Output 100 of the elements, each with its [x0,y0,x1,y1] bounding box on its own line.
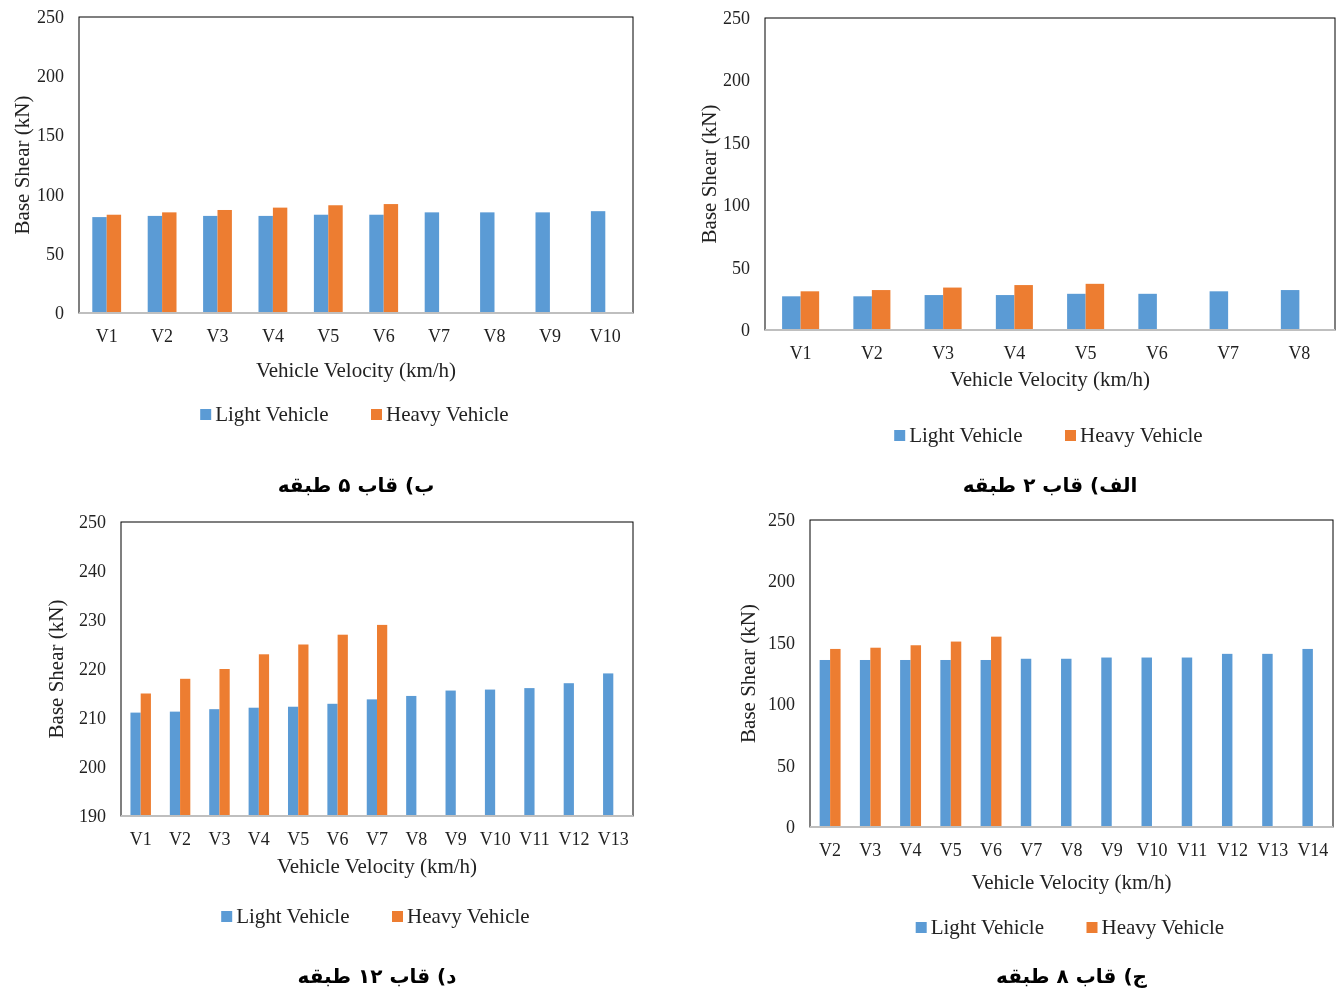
x-tick-label: V8 [1288,343,1311,363]
y-tick-label: 100 [37,184,64,205]
x-tick-label: V13 [597,829,629,849]
bar [1262,653,1273,827]
y-tick-label: 200 [768,571,795,592]
x-tick-label: V1 [129,829,152,849]
x-tick-label: V8 [1060,840,1083,860]
legend-label: Heavy Vehicle [1080,423,1203,447]
legend-label: Heavy Vehicle [1101,915,1225,939]
y-tick-label: 0 [786,817,795,837]
text: ج) قاب ۸ طبقه [996,964,1148,988]
bar [1221,653,1233,827]
x-tick-label: V4 [261,326,284,346]
x-tick-label: V4 [247,829,270,849]
y-tick-label: 200 [79,757,106,777]
legend-label: Light Vehicle [909,423,1023,447]
x-tick-label: V2 [860,343,883,363]
bar [1280,290,1300,330]
bar [1302,648,1313,827]
x-tick-label: V6 [326,829,349,849]
bar [1085,283,1105,330]
bar [1141,657,1152,827]
y-tick-label: 250 [37,7,64,27]
y-tick-label: 240 [79,561,106,581]
legend-label: Light Vehicle [236,904,350,928]
x-tick-label: V6 [980,840,1003,860]
y-axis-title: Base Shear (kN) [736,604,760,743]
y-tick-label: 150 [723,132,750,153]
bar [900,659,911,827]
text: د) قاب ۱۲ طبقه [297,964,457,988]
x-tick-label: V8 [483,326,506,346]
text: الف) قاب ۲ طبقه [962,473,1138,497]
text: ب) قاب ۵ طبقه [277,473,435,497]
bar [871,290,891,330]
bar [943,287,962,330]
x-tick-label: V7 [366,829,388,849]
legend-label: Heavy Vehicle [386,402,509,426]
x-tick-label: V7 [428,326,451,346]
bar [853,296,872,330]
y-tick-label: 230 [79,610,106,630]
y-tick-label: 50 [732,257,750,278]
x-tick-label: V2 [169,829,192,849]
y-tick-label: 250 [723,8,750,28]
x-tick-label: V9 [538,326,561,346]
x-tick-label: V7 [1020,840,1043,860]
x-tick-label: V6 [372,326,395,346]
y-tick-label: 150 [768,632,795,653]
bar [1067,293,1086,330]
bar [1101,657,1112,827]
bar [819,659,831,827]
x-tick-label: V5 [317,326,340,346]
bar [870,647,881,827]
y-tick-label: 100 [768,694,795,715]
bar [940,659,951,827]
bar [782,296,801,330]
x-tick-label: V10 [1136,840,1168,860]
y-tick-label: 200 [723,70,750,91]
x-tick-label: V3 [859,840,882,860]
bar [1061,658,1072,827]
y-tick-label: 200 [37,66,64,87]
x-tick-label: V14 [1297,840,1329,860]
y-axis-title: Base Shear (kN) [697,104,721,244]
legend-label: Heavy Vehicle [407,904,530,928]
x-tick-label: V12 [1216,840,1248,860]
y-tick-label: 210 [79,708,106,728]
y-tick-label: 250 [768,510,795,530]
x-tick-label: V8 [405,829,428,849]
bar [924,295,944,330]
x-tick-label: V4 [1003,343,1026,363]
x-axis-title: Vehicle Velocity (km/h) [971,870,1172,894]
x-tick-label: V1 [95,326,118,346]
y-tick-label: 100 [723,195,750,216]
bar [991,636,1002,827]
x-tick-label: V3 [932,343,955,363]
y-tick-label: 50 [46,243,64,264]
x-tick-label: V9 [1100,840,1123,860]
x-tick-label: V5 [287,829,310,849]
bar [800,291,820,330]
y-tick-label: 150 [37,125,64,146]
x-tick-label: V3 [208,829,231,849]
x-tick-label: V13 [1257,840,1289,860]
y-axis-title: Base Shear (kN) [10,95,34,235]
x-tick-label: V10 [589,326,621,346]
x-axis-title: Vehicle Velocity (km/h) [255,358,457,382]
x-tick-label: V2 [151,326,174,346]
y-tick-label: 250 [79,512,106,532]
y-tick-label: 50 [777,755,795,776]
bar [950,641,962,827]
x-tick-label: V9 [444,829,467,849]
x-tick-label: V10 [479,829,511,849]
y-tick-label: 220 [79,659,106,679]
x-tick-label: V11 [519,829,550,849]
x-axis-title: Vehicle Velocity (km/h) [276,854,478,878]
x-tick-label: V6 [1145,343,1168,363]
x-tick-label: V4 [899,840,922,860]
bar [910,645,922,827]
x-tick-label: V1 [789,343,812,363]
bar [1020,658,1032,827]
bar [995,295,1015,330]
bar [859,659,871,827]
